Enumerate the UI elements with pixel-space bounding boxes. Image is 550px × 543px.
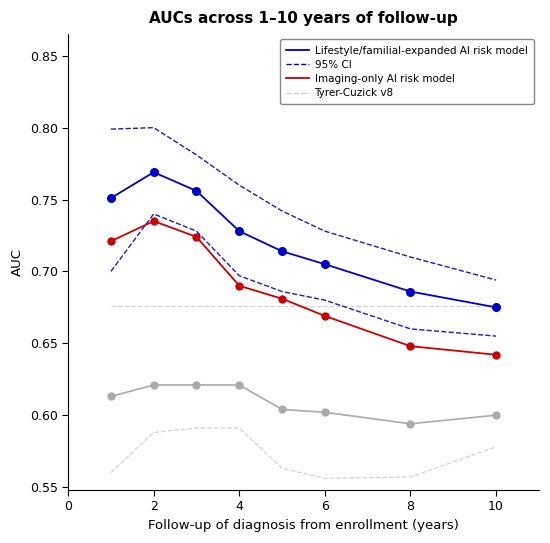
Title: AUCs across 1–10 years of follow-up: AUCs across 1–10 years of follow-up <box>149 11 458 26</box>
X-axis label: Follow-up of diagnosis from enrollment (years): Follow-up of diagnosis from enrollment (… <box>148 519 459 532</box>
Legend: Lifestyle/familial-expanded AI risk model, 95% CI, Imaging-only AI risk model, T: Lifestyle/familial-expanded AI risk mode… <box>280 40 534 104</box>
Y-axis label: AUC: AUC <box>11 248 24 276</box>
